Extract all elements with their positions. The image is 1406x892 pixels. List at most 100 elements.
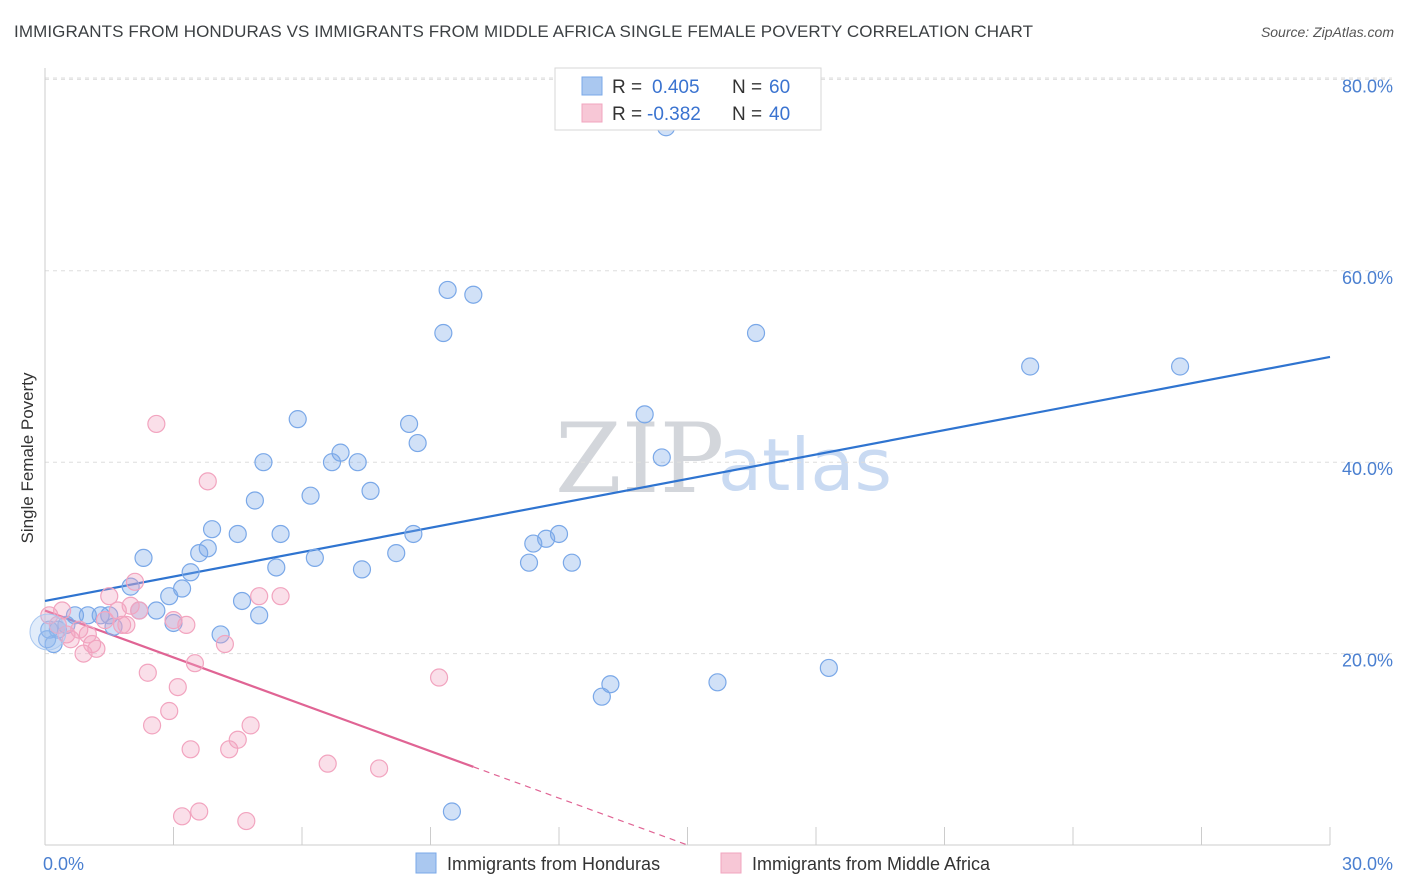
y-tick-label: 60.0% [1342, 268, 1393, 288]
point-middle-africa [172, 807, 192, 826]
point-honduras [562, 553, 581, 572]
point-honduras [442, 802, 462, 821]
y-tick-label: 40.0% [1342, 459, 1393, 479]
point-honduras [519, 553, 539, 572]
point-honduras [232, 591, 252, 611]
point-honduras [592, 687, 611, 706]
trend-line-honduras [44, 355, 1331, 603]
point-honduras [635, 405, 654, 424]
point-middle-africa [185, 654, 205, 673]
legend-n-label-1: N = [732, 77, 762, 98]
point-honduras [464, 285, 483, 304]
point-honduras [78, 606, 97, 625]
point-middle-africa [168, 677, 187, 697]
point-honduras [352, 560, 372, 579]
bottom-legend-swatch-honduras [415, 852, 437, 874]
point-middle-africa [198, 472, 217, 491]
point-middle-africa [271, 587, 290, 606]
point-honduras [190, 544, 209, 563]
point-honduras [708, 673, 727, 692]
y-axis-label: Single Female Poverty [18, 372, 37, 544]
data-points [29, 118, 1190, 831]
point-honduras [288, 410, 307, 429]
axes [44, 68, 1331, 846]
point-honduras [254, 453, 273, 472]
point-middle-africa [181, 740, 200, 759]
point-honduras [202, 520, 222, 539]
point-honduras [387, 544, 406, 563]
point-honduras [348, 453, 367, 472]
point-honduras [211, 625, 230, 644]
watermark-atlas: atlas [718, 423, 892, 507]
legend-swatch-honduras [581, 76, 603, 96]
point-honduras [198, 539, 217, 558]
trend-line-extension [473, 766, 688, 846]
point-honduras [134, 548, 153, 568]
point-middle-africa [190, 802, 209, 821]
point-honduras [601, 675, 620, 694]
point-middle-africa [429, 668, 449, 687]
point-honduras [147, 601, 166, 620]
chart-title: IMMIGRANTS FROM HONDURAS VS IMMIGRANTS F… [14, 22, 1034, 41]
point-middle-africa [95, 611, 115, 630]
point-honduras [245, 491, 264, 510]
point-middle-africa [215, 634, 234, 654]
point-honduras [434, 323, 453, 343]
point-middle-africa [250, 587, 269, 606]
point-middle-africa [241, 716, 260, 735]
point-honduras [172, 579, 192, 598]
x-tick-label: 30.0% [1342, 854, 1393, 874]
legend-r-value-honduras: 0.405 [652, 77, 700, 98]
point-honduras [549, 524, 569, 544]
legend-swatch-middle-africa [581, 103, 603, 123]
point-honduras [228, 524, 247, 544]
point-honduras [44, 634, 63, 654]
trend-lines [44, 355, 1331, 846]
series-legend: Immigrants from Honduras Immigrants from… [415, 852, 991, 874]
point-middle-africa [138, 663, 157, 682]
point-honduras [1170, 357, 1190, 376]
point-middle-africa [112, 615, 132, 634]
point-cluster [29, 613, 67, 651]
point-honduras [746, 323, 766, 343]
correlation-legend: R = 0.405 N = 60 R = -0.382 N = 40 [554, 67, 822, 131]
point-middle-africa [237, 811, 256, 831]
point-honduras [404, 524, 423, 544]
point-middle-africa [147, 414, 166, 434]
bottom-legend-swatch-middle-africa [720, 852, 742, 874]
point-honduras [331, 443, 350, 462]
y-tick-label: 20.0% [1342, 651, 1393, 671]
point-middle-africa [142, 716, 162, 735]
point-honduras [399, 414, 419, 434]
legend-n-value-honduras: 60 [769, 77, 790, 98]
point-middle-africa [318, 754, 337, 773]
x-tick-label: 0.0% [43, 854, 84, 874]
point-honduras [408, 433, 427, 453]
source-label: Source: ZipAtlas.com [1260, 24, 1394, 40]
trend-line-middle-africa [44, 609, 474, 768]
point-middle-africa [78, 625, 97, 644]
point-honduras [271, 524, 290, 544]
point-middle-africa [117, 615, 136, 634]
bottom-legend-label-honduras: Immigrants from Honduras [447, 854, 660, 874]
bottom-legend-label-middle-africa: Immigrants from Middle Africa [752, 854, 991, 874]
point-middle-africa [160, 701, 179, 721]
point-honduras [305, 548, 324, 568]
point-middle-africa [125, 572, 145, 591]
legend-r-label-2: R = [612, 104, 642, 125]
tick-labels: 20.0% 40.0% 60.0% 80.0% 0.0% 30.0% [43, 76, 1393, 874]
point-honduras [301, 486, 320, 505]
gridlines [45, 77, 1392, 655]
point-middle-africa [177, 615, 196, 634]
point-middle-africa [370, 759, 389, 778]
point-honduras [361, 481, 380, 501]
point-middle-africa [100, 587, 119, 606]
point-honduras [267, 558, 286, 577]
point-honduras [1021, 357, 1040, 376]
point-middle-africa [61, 630, 80, 649]
point-middle-africa [121, 596, 140, 615]
point-middle-africa [228, 730, 247, 749]
y-tick-label: 80.0% [1342, 76, 1393, 96]
point-honduras [652, 448, 671, 467]
